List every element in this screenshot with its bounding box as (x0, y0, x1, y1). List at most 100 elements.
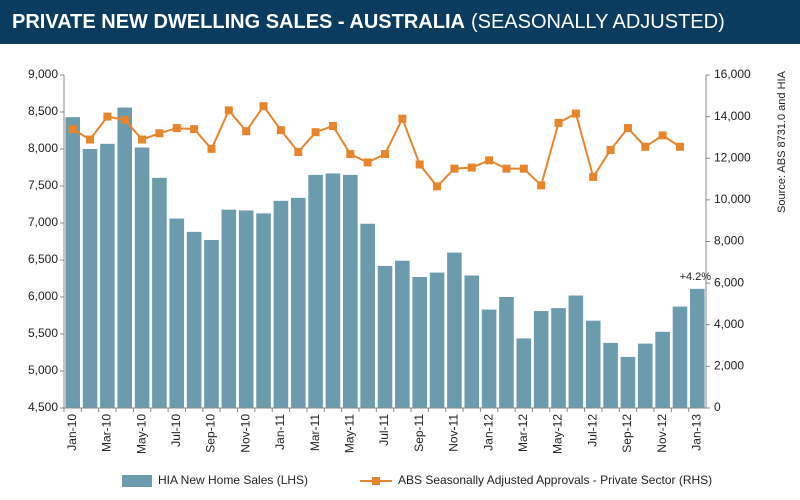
line-marker (138, 135, 147, 144)
line-marker (675, 142, 684, 151)
bar (343, 174, 358, 408)
x-tick-label: Mar-12 (516, 414, 530, 452)
line-marker (276, 126, 285, 135)
bar (603, 342, 618, 408)
bar (221, 209, 237, 408)
line-marker (433, 182, 442, 191)
bar (516, 338, 532, 408)
bar (377, 265, 393, 408)
bar (152, 177, 167, 408)
line-marker (398, 114, 407, 123)
x-tick-label: Mar-10 (100, 414, 114, 452)
line-marker (606, 145, 615, 154)
bar (412, 277, 427, 408)
line-marker (172, 124, 181, 133)
bar (464, 275, 480, 408)
x-tick-label: Jul-12 (585, 414, 599, 447)
y2-tick-label: 12,000 (714, 150, 751, 164)
line-marker (68, 125, 77, 134)
line-marker (589, 172, 598, 181)
bar (273, 200, 289, 408)
bar (117, 107, 133, 408)
y2-tick-label: 0 (714, 400, 721, 414)
subtitle: (SEASONALLY ADJUSTED) (471, 11, 725, 33)
x-tick-label: Jan-12 (481, 414, 495, 451)
x-tick-label: Sep-10 (204, 414, 218, 453)
line-marker (467, 163, 476, 172)
y-tick-label: 7,500 (28, 178, 58, 192)
bar (533, 311, 549, 408)
line-marker (641, 142, 650, 151)
x-tick-label: Jul-10 (169, 414, 183, 447)
bar (360, 223, 375, 408)
legend-swatch (122, 475, 152, 487)
y2-tick-label: 2,000 (714, 359, 744, 373)
bar (204, 240, 219, 408)
bar (551, 308, 566, 408)
line-marker (103, 112, 112, 121)
bar (395, 260, 410, 408)
x-tick-label: Nov-10 (238, 414, 252, 453)
y-tick-label: 5,500 (28, 326, 58, 340)
line-marker (571, 109, 580, 118)
y-tick-label: 9,000 (28, 67, 58, 81)
bar (585, 320, 601, 408)
bar (308, 174, 323, 408)
y2-tick-label: 10,000 (714, 192, 751, 206)
x-tick-label: May-10 (134, 414, 148, 454)
y-tick-label: 7,000 (28, 215, 58, 229)
line-marker (86, 135, 95, 144)
source-note: Source: ABS 8731.0 and HIA (776, 70, 788, 213)
bar (186, 231, 202, 408)
x-tick-label: Jan-13 (689, 414, 703, 451)
bar (169, 218, 185, 408)
y2-tick-label: 8,000 (714, 234, 744, 248)
y2-tick-label: 14,000 (714, 109, 751, 123)
y2-tick-label: 16,000 (714, 67, 751, 81)
bar (82, 149, 98, 408)
bar (637, 343, 653, 408)
x-tick-label: Nov-11 (447, 414, 461, 452)
line-marker (450, 164, 459, 173)
bar (568, 295, 584, 408)
line-marker (537, 181, 546, 190)
line-marker (311, 128, 320, 137)
line-marker (207, 144, 216, 153)
bar (100, 143, 115, 408)
bar (325, 173, 341, 408)
x-tick-label: May-12 (551, 414, 565, 454)
line-marker (346, 150, 355, 159)
x-tick-label: Mar-11 (308, 414, 322, 451)
x-tick-label: Jul-11 (377, 414, 391, 446)
line-marker (519, 164, 528, 173)
y2-tick-label: 6,000 (714, 275, 744, 289)
line-marker (363, 158, 372, 167)
title: PRIVATE NEW DWELLING SALES - AUSTRALIA (12, 11, 465, 33)
bar (65, 117, 80, 409)
legend-swatch (372, 477, 380, 485)
line-marker (658, 131, 667, 140)
bar (499, 297, 514, 408)
y-tick-label: 6,500 (28, 252, 58, 266)
line-marker (381, 150, 389, 159)
annotation: +4.2% (680, 271, 712, 283)
line-marker (120, 115, 129, 124)
x-tick-label: Sep-12 (620, 414, 634, 453)
line-marker (415, 160, 424, 169)
y-tick-label: 5,000 (28, 363, 58, 377)
bar (481, 309, 497, 408)
bar (447, 252, 462, 408)
y2-tick-label: 4,000 (714, 317, 744, 331)
x-tick-label: Sep-11 (412, 414, 426, 452)
x-tick-label: May-11 (342, 414, 356, 453)
line-marker (502, 164, 511, 173)
bar (672, 306, 688, 408)
line-marker (554, 118, 563, 127)
bar (690, 288, 705, 408)
line-marker (190, 125, 199, 134)
y-tick-label: 8,000 (28, 141, 58, 155)
chart-title: PRIVATE NEW DWELLING SALES - AUSTRALIA (S… (12, 11, 725, 33)
x-tick-label: Nov-12 (655, 414, 669, 453)
line-marker (485, 156, 494, 165)
